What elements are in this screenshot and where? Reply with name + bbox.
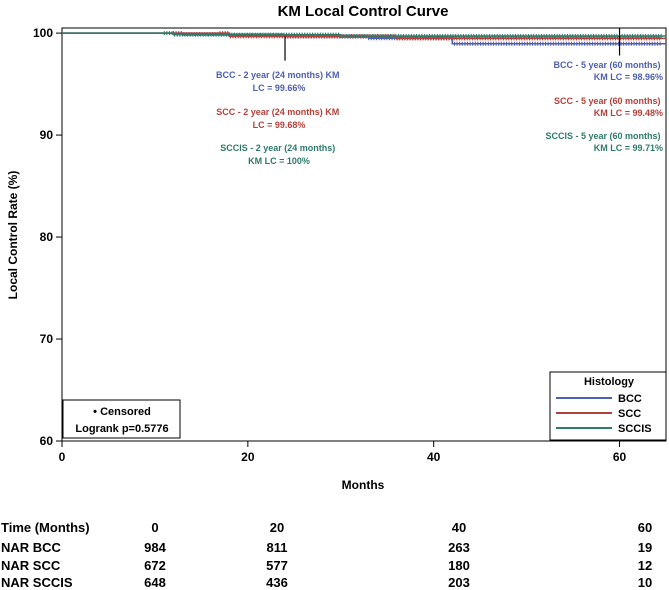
nar-cell: 577: [266, 558, 288, 573]
legend-item-sccis: SCCIS: [618, 423, 652, 435]
nar-cell: 984: [144, 540, 166, 555]
y-tick-label: 80: [40, 230, 54, 244]
nar-cell: 203: [448, 575, 470, 590]
x-tick-label: 40: [427, 450, 441, 464]
nar-time: 40: [452, 520, 466, 535]
nar-cell: 436: [266, 575, 288, 590]
annotation-scc-5yr: SCC - 5 year (60 months) KM LC = 99.48%: [554, 96, 663, 118]
annotation-sccis-5yr: SCCIS - 5 year (60 months) KM LC = 99.71…: [545, 131, 663, 153]
x-tick-label: 20: [241, 450, 255, 464]
nar-cell: 180: [448, 558, 470, 573]
x-axis-label: Months: [342, 478, 385, 492]
nar-table: Time (Months) 0 20 40 60 NAR BCC 984 811…: [1, 520, 652, 590]
y-tick-label: 90: [40, 128, 54, 142]
series-line-scc: [62, 32, 666, 40]
legend-item-bcc: BCC: [618, 393, 642, 405]
series-line-sccis: [62, 32, 666, 37]
legend-title: Histology: [584, 376, 635, 388]
logrank-label: Logrank p=0.5776: [75, 423, 168, 435]
x-axis: 0 20 40 60: [59, 441, 627, 464]
nar-cell: 12: [638, 558, 652, 573]
nar-cell: 648: [144, 575, 166, 590]
x-tick-label: 60: [613, 450, 627, 464]
plot-frame: [61, 27, 667, 442]
nar-cell: 672: [144, 558, 166, 573]
y-axis: 60 70 80 90 100: [33, 26, 62, 448]
info-box: • Censored Logrank p=0.5776: [62, 399, 181, 439]
nar-row-label: NAR SCC: [1, 558, 61, 573]
nar-time: 60: [638, 520, 652, 535]
nar-time: 20: [270, 520, 284, 535]
nar-row-label: NAR BCC: [1, 540, 62, 555]
nar-cell: 811: [267, 540, 288, 555]
y-axis-label: Local Control Rate (%): [6, 171, 20, 300]
y-tick-label: 70: [40, 332, 54, 346]
chart-title: KM Local Control Curve: [278, 3, 449, 20]
legend: Histology BCC SCC SCCIS: [549, 371, 667, 441]
time-markers: [284, 28, 621, 61]
nar-cell: 19: [638, 540, 652, 555]
nar-cell: 263: [448, 540, 470, 555]
nar-time: 0: [151, 520, 158, 535]
series-lines: [62, 32, 666, 45]
annotation-scc-2yr: SCC - 2 year (24 months) KM LC = 99.68%: [216, 107, 342, 130]
x-tick-label: 0: [59, 450, 66, 464]
annotation-sccis-2yr: SCCIS - 2 year (24 months) KM LC = 100%: [220, 143, 338, 166]
annotation-bcc-5yr: BCC - 5 year (60 months) KM LC = 98.96%: [553, 60, 663, 82]
annotation-bcc-2yr: BCC - 2 year (24 months) KM LC = 99.66%: [216, 70, 342, 93]
y-tick-label: 100: [33, 26, 53, 40]
legend-item-scc: SCC: [618, 408, 641, 420]
y-tick-label: 60: [40, 434, 54, 448]
nar-row-label: NAR SCCIS: [1, 575, 73, 590]
nar-cell: 10: [638, 575, 652, 590]
nar-header: Time (Months): [1, 520, 90, 535]
censored-label: • Censored: [93, 406, 151, 418]
